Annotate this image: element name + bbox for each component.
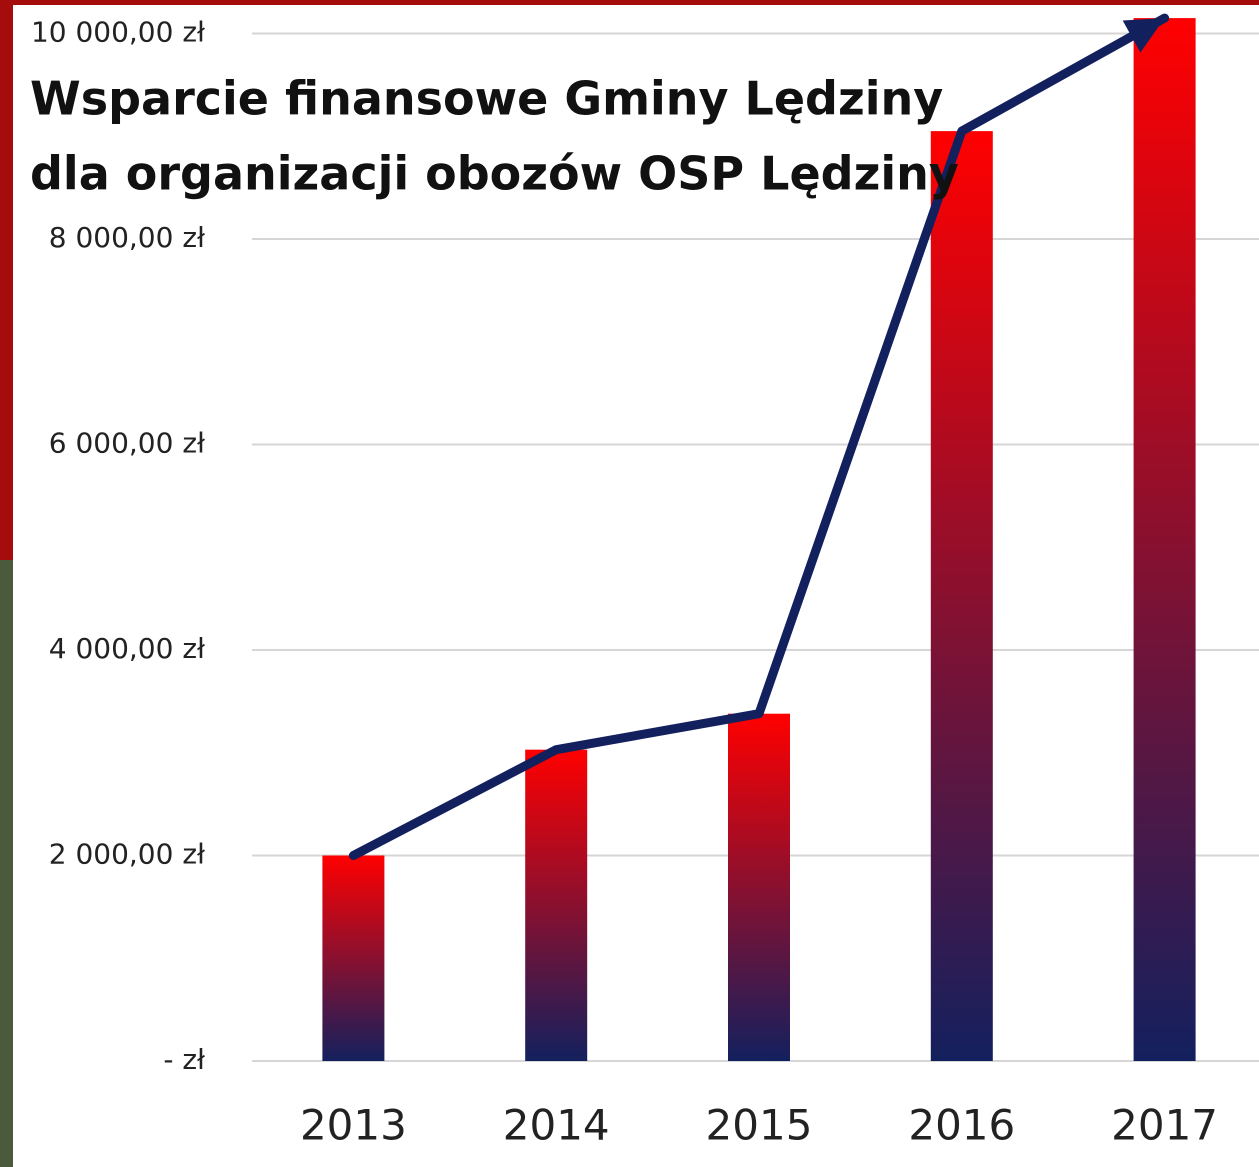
photo-strip — [0, 560, 14, 1167]
bar — [931, 131, 993, 1061]
page: Wsparcie finansowe Gminy Lędziny dla org… — [0, 0, 1259, 1167]
y-tick-label: - zł — [163, 1043, 205, 1076]
y-tick-label: 4 000,00 zł — [49, 632, 205, 665]
chart-title: Wsparcie finansowe Gminy Lędziny — [30, 72, 943, 126]
chart: Wsparcie finansowe Gminy Lędziny dla org… — [0, 0, 1259, 1167]
x-tick-label: 2014 — [503, 1101, 610, 1150]
bar — [525, 750, 587, 1061]
x-tick-label: 2013 — [300, 1101, 407, 1150]
x-tick-label: 2015 — [706, 1101, 813, 1150]
bar — [322, 856, 384, 1062]
y-tick-label: 6 000,00 zł — [49, 427, 205, 460]
x-tick-label: 2017 — [1111, 1101, 1218, 1150]
x-tick-label: 2016 — [908, 1101, 1015, 1150]
chart-title: dla organizacji obozów OSP Lędziny — [30, 147, 959, 201]
y-tick-label: 10 000,00 zł — [31, 16, 205, 49]
bar — [728, 714, 790, 1061]
bar — [1134, 18, 1196, 1061]
y-tick-label: 2 000,00 zł — [49, 838, 205, 871]
y-tick-label: 8 000,00 zł — [49, 221, 205, 254]
